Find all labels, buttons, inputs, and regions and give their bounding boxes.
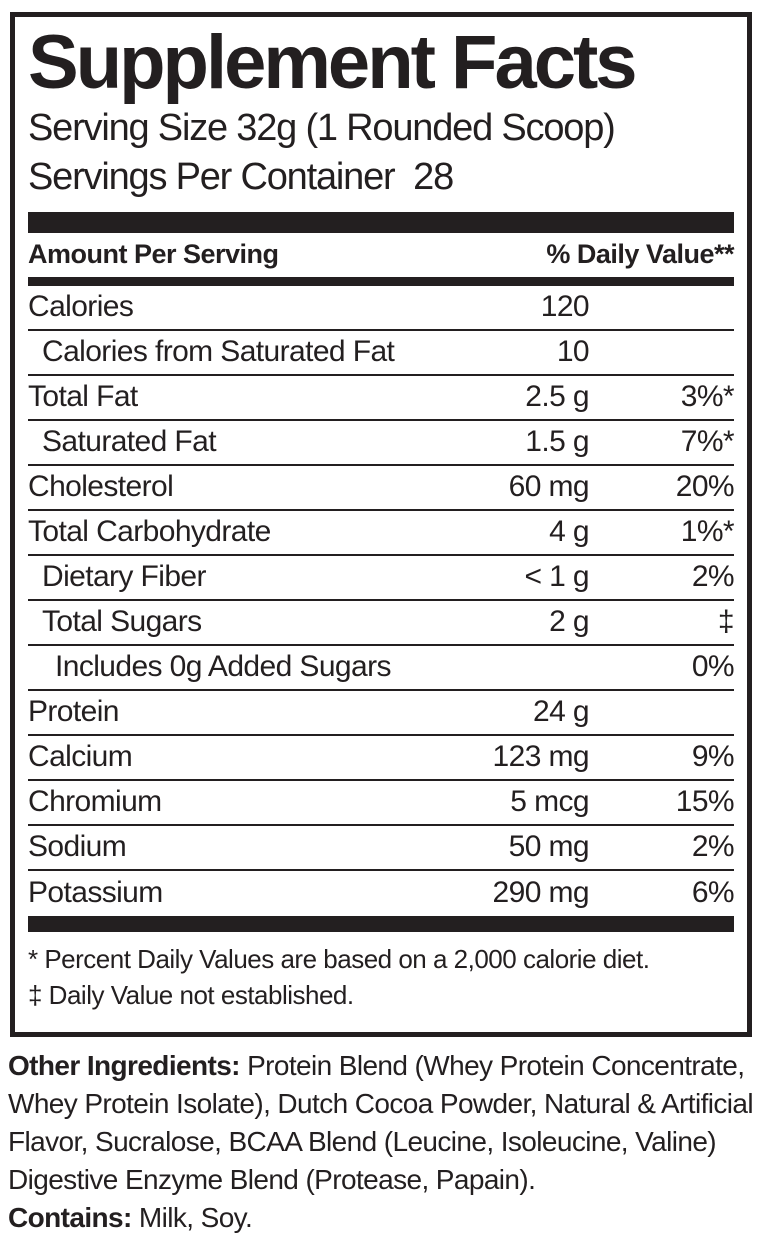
table-row: Chromium 5 mcg 15% [28, 781, 735, 826]
table-header-row: Amount Per Serving % Daily Value** [28, 233, 734, 277]
divider-thick-bottom [28, 915, 734, 932]
nutrient-name: Calories from Saturated Fat [42, 335, 395, 369]
nutrient-name: Cholesterol [28, 470, 174, 504]
nutrient-amount: 10 [556, 335, 590, 369]
nutrient-name: Includes 0g Added Sugars [55, 650, 391, 684]
nutrient-amount: 60 mg [508, 470, 590, 504]
nutrient-daily-value: 15% [675, 785, 735, 819]
nutrient-amount: < 1 g [524, 560, 589, 594]
other-ingredients-text: Protein Blend (Whey Protein Concentrate,… [8, 1049, 754, 1195]
footnotes: * Percent Daily Values are based on a 2,… [28, 932, 734, 1024]
table-row: Total Sugars 2 g ‡ [28, 601, 735, 646]
table-row: Saturated Fat 1.5 g 7%* [28, 421, 735, 466]
other-ingredients-label: Other Ingredients: [8, 1049, 240, 1081]
contains-label: Contains: [8, 1201, 132, 1233]
nutrient-name: Potassium [28, 876, 163, 910]
nutrient-daily-value: 2% [691, 830, 735, 864]
nutrient-amount: 24 g [533, 695, 590, 729]
nutrient-amount: 123 mg [492, 740, 590, 774]
divider-medium [28, 276, 734, 286]
nutrient-name: Total Carbohydrate [28, 515, 271, 549]
nutrient-amount: 2.5 g [525, 380, 589, 414]
nutrient-amount: 1.5 g [525, 425, 589, 459]
table-row: Potassium 290 mg 6% [28, 871, 735, 916]
nutrient-name: Sodium [28, 830, 127, 864]
footnote-line: * Percent Daily Values are based on a 2,… [28, 943, 650, 974]
serving-size-line: Serving Size 32g (1 Rounded Scoop) [28, 107, 616, 150]
table-row: Protein 24 g [28, 691, 734, 736]
nutrient-daily-value: 6% [691, 876, 735, 910]
nutrient-name: Protein [28, 695, 119, 729]
nutrient-amount: 120 [540, 290, 590, 324]
supplement-facts-panel: Supplement Facts Serving Size 32g (1 Rou… [10, 12, 752, 1037]
footnote-line: ‡ Daily Value not established. [28, 980, 354, 1011]
nutrient-daily-value: ‡ [717, 605, 735, 639]
nutrient-name: Total Fat [28, 380, 138, 414]
nutrient-daily-value: 1%* [680, 515, 735, 549]
amount-per-serving-header: Amount Per Serving [28, 239, 279, 270]
table-row: Calories 120 [28, 286, 734, 331]
table-row: Calories from Saturated Fat 10 [28, 331, 734, 376]
nutrient-daily-value: 2% [691, 560, 735, 594]
nutrient-name: Saturated Fat [42, 425, 217, 459]
divider-thick-top [28, 211, 734, 233]
nutrient-name: Dietary Fiber [42, 560, 207, 594]
nutrient-amount: 2 g [549, 605, 590, 639]
nutrient-name: Calcium [28, 740, 133, 774]
table-row: Sodium 50 mg 2% [28, 826, 735, 871]
table-row: Total Fat 2.5 g 3%* [28, 376, 735, 421]
nutrient-daily-value: 0% [691, 650, 735, 684]
daily-value-header: % Daily Value** [546, 239, 734, 270]
contains-statement: Contains: Milk, Soy. [8, 1199, 760, 1235]
nutrient-amount: 50 mg [508, 830, 590, 864]
nutrient-daily-value: 9% [691, 740, 735, 774]
supplement-label-page: Supplement Facts Serving Size 32g (1 Rou… [0, 12, 762, 1235]
nutrient-name: Total Sugars [42, 605, 202, 639]
nutrient-amount: 290 mg [492, 876, 590, 910]
table-row: Includes 0g Added Sugars 0% [28, 646, 735, 691]
other-ingredients-paragraph: Other Ingredients: Protein Blend (Whey P… [8, 1047, 760, 1199]
nutrient-amount: 4 g [549, 515, 590, 549]
nutrient-name: Calories [28, 290, 134, 324]
table-row: Cholesterol 60 mg 20% [28, 466, 735, 511]
table-row: Calcium 123 mg 9% [28, 736, 735, 781]
nutrient-daily-value: 20% [675, 470, 735, 504]
contains-text: Milk, Soy. [131, 1201, 253, 1233]
nutrient-daily-value: 3%* [680, 380, 735, 414]
nutrient-daily-value: 7%* [680, 425, 735, 459]
nutrient-name: Chromium [28, 785, 162, 819]
table-row: Total Carbohydrate 4 g 1%* [28, 511, 735, 556]
panel-title: Supplement Facts [28, 20, 638, 105]
nutrient-table: Calories 120 Calories from Saturated Fat 10… [28, 286, 735, 916]
nutrient-amount: 5 mcg [510, 785, 589, 819]
table-row: Dietary Fiber < 1 g 2% [28, 556, 735, 601]
servings-per-container-line: Servings Per Container 28 [28, 156, 454, 199]
